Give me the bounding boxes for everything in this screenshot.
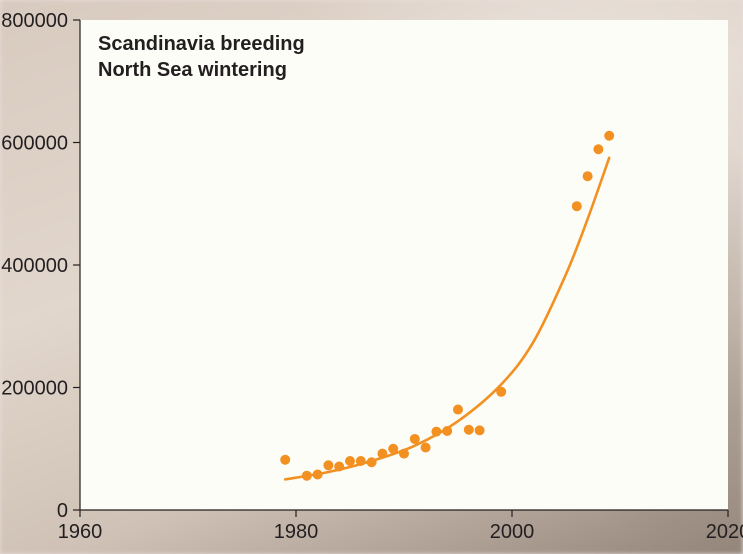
x-tick-label: 2000 (490, 521, 535, 543)
data-point (280, 455, 290, 465)
x-tick-label: 2020 (706, 521, 743, 543)
y-tick-label: 200000 (1, 378, 68, 400)
data-point (583, 171, 593, 181)
plot-area (80, 20, 728, 510)
y-tick-label: 600000 (1, 133, 68, 155)
data-point (410, 434, 420, 444)
y-tick-label: 0 (57, 500, 68, 522)
data-point (302, 471, 312, 481)
data-point (442, 426, 452, 436)
y-tick-label: 400000 (1, 255, 68, 277)
data-point (464, 425, 474, 435)
y-tick-label: 800000 (1, 10, 68, 32)
data-point (356, 456, 366, 466)
data-point (421, 443, 431, 453)
data-point (572, 201, 582, 211)
chart-title-line: Scandinavia breeding (98, 33, 305, 55)
x-tick-label: 1980 (274, 521, 319, 543)
data-point (431, 427, 441, 437)
data-point (367, 457, 377, 467)
data-point (593, 144, 603, 154)
scatter-chart: 0 200000 400000 600000 800000 1960 1980 2000 202… (0, 0, 743, 554)
x-tick-label: 1960 (58, 521, 103, 543)
data-point (345, 456, 355, 466)
data-point (496, 387, 506, 397)
data-point (377, 449, 387, 459)
data-point (323, 460, 333, 470)
data-point (475, 425, 485, 435)
chart-title-line: North Sea wintering (98, 59, 287, 81)
data-point (604, 131, 614, 141)
data-point (388, 444, 398, 454)
data-point (313, 469, 323, 479)
data-point (334, 462, 344, 472)
data-point (399, 449, 409, 459)
data-point (453, 405, 463, 415)
